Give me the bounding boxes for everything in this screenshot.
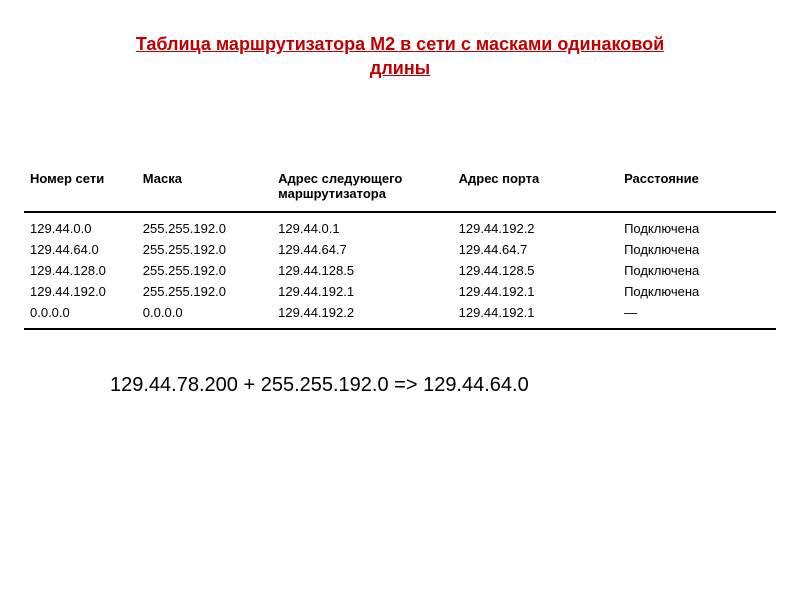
routing-table-wrap: Номер сети Маска Адрес следующего маршру… (24, 161, 776, 330)
cell-mask: 255.255.192.0 (137, 239, 272, 260)
cell-next-hop: 129.44.0.1 (272, 212, 452, 239)
col-header-port: Адрес порта (453, 161, 618, 212)
page: Таблица маршрутизатора М2 в сети с маска… (0, 0, 800, 600)
table-row: 129.44.0.0 255.255.192.0 129.44.0.1 129.… (24, 212, 776, 239)
cell-distance: — (618, 302, 776, 329)
cell-next-hop: 129.44.128.5 (272, 260, 452, 281)
cell-port: 129.44.192.1 (453, 302, 618, 329)
title-line-2: длины (370, 58, 430, 78)
cell-distance: Подключена (618, 281, 776, 302)
cell-next-hop: 129.44.192.2 (272, 302, 452, 329)
col-header-mask: Маска (137, 161, 272, 212)
page-title: Таблица маршрутизатора М2 в сети с маска… (0, 0, 800, 81)
calculation-line: 129.44.78.200 + 255.255.192.0 => 129.44.… (110, 374, 800, 397)
cell-distance: Подключена (618, 212, 776, 239)
cell-mask: 255.255.192.0 (137, 281, 272, 302)
cell-network: 129.44.192.0 (24, 281, 137, 302)
cell-distance: Подключена (618, 260, 776, 281)
cell-port: 129.44.192.2 (453, 212, 618, 239)
cell-port: 129.44.192.1 (453, 281, 618, 302)
cell-next-hop: 129.44.64.7 (272, 239, 452, 260)
col-header-distance: Расстояние (618, 161, 776, 212)
cell-port: 129.44.64.7 (453, 239, 618, 260)
cell-distance: Подключена (618, 239, 776, 260)
table-row: 129.44.192.0 255.255.192.0 129.44.192.1 … (24, 281, 776, 302)
cell-network: 0.0.0.0 (24, 302, 137, 329)
title-line-1: Таблица маршрутизатора М2 в сети с маска… (136, 34, 664, 54)
col-header-network: Номер сети (24, 161, 137, 212)
table-row: 129.44.64.0 255.255.192.0 129.44.64.7 12… (24, 239, 776, 260)
routing-table: Номер сети Маска Адрес следующего маршру… (24, 161, 776, 330)
cell-mask: 255.255.192.0 (137, 212, 272, 239)
cell-next-hop: 129.44.192.1 (272, 281, 452, 302)
table-header: Номер сети Маска Адрес следующего маршру… (24, 161, 776, 212)
table-row: 0.0.0.0 0.0.0.0 129.44.192.2 129.44.192.… (24, 302, 776, 329)
cell-port: 129.44.128.5 (453, 260, 618, 281)
cell-network: 129.44.64.0 (24, 239, 137, 260)
cell-network: 129.44.128.0 (24, 260, 137, 281)
table-body: 129.44.0.0 255.255.192.0 129.44.0.1 129.… (24, 212, 776, 329)
cell-network: 129.44.0.0 (24, 212, 137, 239)
cell-mask: 255.255.192.0 (137, 260, 272, 281)
col-header-next-hop: Адрес следующего маршрутизатора (272, 161, 452, 212)
table-row: 129.44.128.0 255.255.192.0 129.44.128.5 … (24, 260, 776, 281)
cell-mask: 0.0.0.0 (137, 302, 272, 329)
